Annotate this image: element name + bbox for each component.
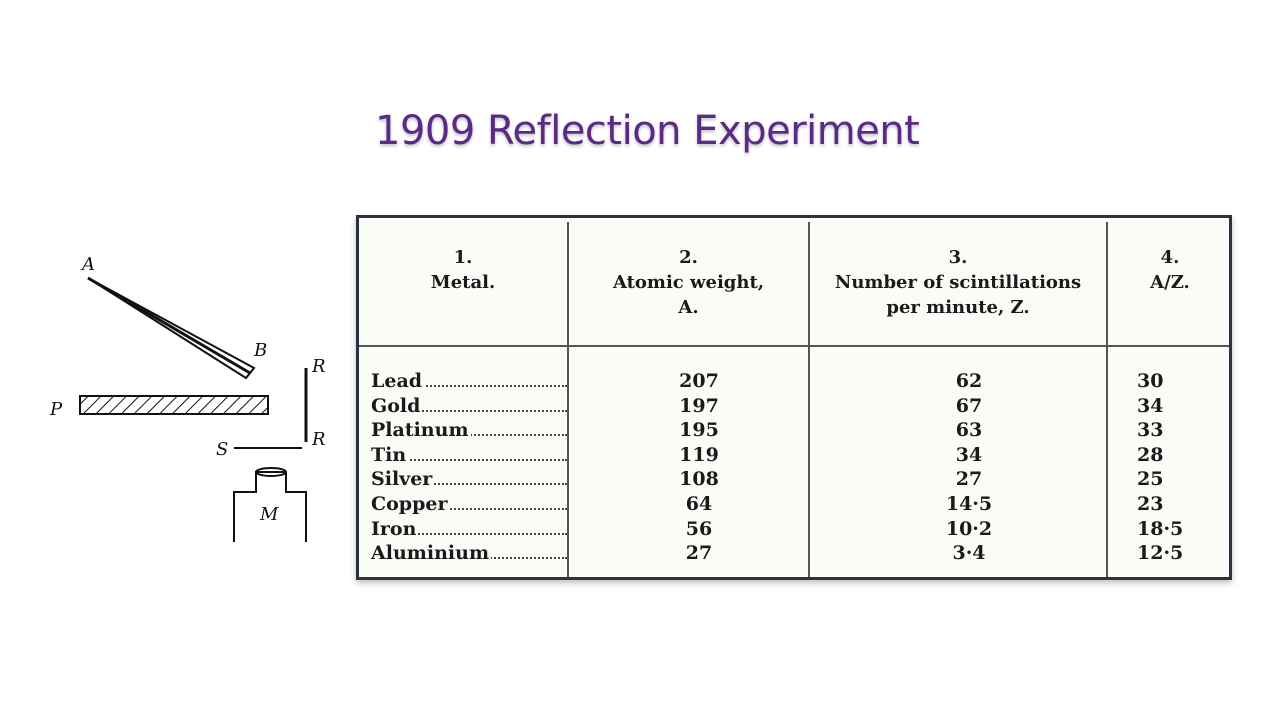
scintillations-cell: 63 — [955, 419, 983, 442]
scintillations-cell: 10·2 — [945, 517, 993, 540]
header-scintillations: 3. Number of scintillations per minute, … — [834, 247, 1082, 318]
results-table: 1. Metal. 2. Atomic weight, A. 3. Number… — [356, 215, 1232, 580]
table-row: Copper 64 14·5 23 — [359, 492, 1229, 518]
scintillations-cell: 3·4 — [952, 542, 986, 565]
a-over-z-cell: 34 — [1137, 394, 1164, 417]
atomic-weight-cell: 27 — [685, 542, 713, 565]
label-r-bottom: R — [311, 429, 326, 450]
table-row: Lead 207 62 30 — [359, 370, 1229, 395]
scintillations-cell: 14·5 — [945, 492, 993, 515]
atomic-weight-cell: 56 — [685, 517, 713, 540]
label-m: M — [259, 504, 279, 525]
a-over-z-cell: 28 — [1137, 443, 1164, 466]
column-divider — [1106, 222, 1108, 577]
header-divider — [359, 345, 1229, 347]
label-a: A — [80, 254, 95, 275]
page-title: 1909 Reflection Experiment — [375, 108, 920, 154]
a-over-z-cell: 18·5 — [1137, 517, 1184, 540]
microscope — [233, 471, 307, 542]
a-over-z-cell: 33 — [1137, 419, 1164, 442]
header-metal: 1. Metal. — [430, 247, 496, 293]
metal-cell: Platinum — [371, 419, 567, 442]
atomic-weight-cell: 197 — [679, 394, 719, 417]
column-divider — [567, 222, 569, 577]
a-over-z-cell: 25 — [1137, 468, 1164, 491]
atomic-weight-cell: 207 — [679, 370, 719, 392]
header-atomic-weight: 2. Atomic weight, A. — [612, 247, 765, 318]
apparatus-diagram: A B P R R S M — [49, 254, 326, 542]
label-b: B — [253, 340, 267, 361]
table-row: Silver 108 27 25 — [359, 468, 1229, 493]
column-divider — [808, 222, 810, 577]
metal-cell: Iron — [371, 517, 567, 540]
scintillations-cell: 62 — [955, 370, 983, 392]
scintillations-cell: 34 — [955, 443, 983, 466]
reflector-plate — [79, 395, 269, 415]
atomic-weight-cell: 108 — [679, 468, 719, 491]
a-over-z-cell: 23 — [1137, 492, 1164, 515]
label-s: S — [216, 439, 228, 460]
table-row: Aluminium 27 3·4 12·5 — [359, 542, 1229, 567]
scintillations-cell: 67 — [955, 394, 983, 417]
a-over-z-cell: 12·5 — [1137, 542, 1184, 565]
a-over-z-cell: 30 — [1137, 370, 1164, 392]
metal-cell: Gold — [371, 394, 567, 417]
label-p: P — [49, 399, 63, 420]
metal-cell: Aluminium — [371, 542, 567, 565]
atomic-weight-cell: 195 — [679, 419, 719, 442]
header-a-over-z: 4. A/Z. — [1150, 247, 1190, 293]
table-body: Lead 207 62 30 Gold 197 67 34 Platinum 1… — [359, 370, 1229, 567]
scintillations-cell: 27 — [955, 468, 983, 491]
table-row: Gold 197 67 34 — [359, 394, 1229, 420]
atomic-weight-cell: 64 — [685, 492, 713, 515]
metal-cell: Tin — [371, 443, 567, 466]
table-row: Iron 56 10·2 18·5 — [359, 517, 1229, 543]
table-row: Tin 119 34 28 — [359, 443, 1229, 469]
table-row: Platinum 195 63 33 — [359, 419, 1229, 444]
label-r-top: R — [311, 356, 326, 377]
metal-cell: Copper — [371, 492, 567, 515]
metal-cell: Silver — [371, 468, 567, 491]
atomic-weight-cell: 119 — [679, 443, 719, 466]
metal-cell: Lead — [371, 370, 567, 392]
